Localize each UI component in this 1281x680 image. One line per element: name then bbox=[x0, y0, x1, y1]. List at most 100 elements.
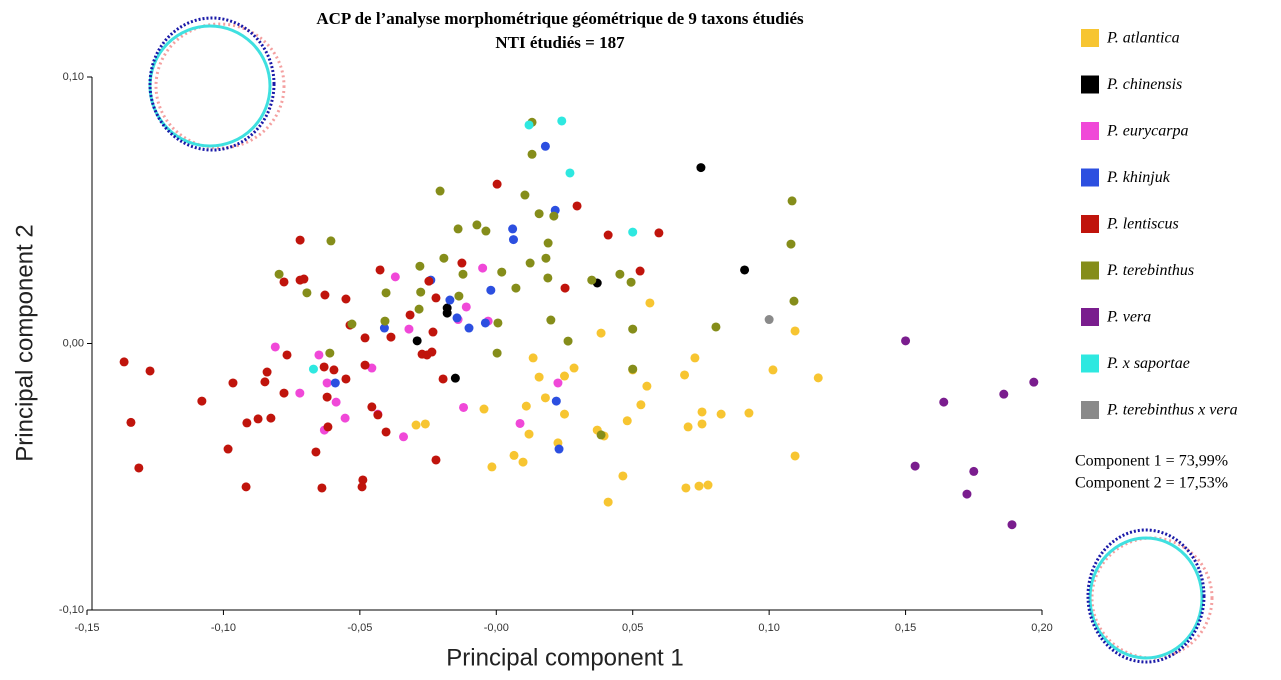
point bbox=[439, 253, 449, 263]
point bbox=[223, 444, 233, 454]
point bbox=[295, 235, 305, 245]
point bbox=[486, 285, 496, 295]
point bbox=[524, 429, 534, 439]
point bbox=[454, 291, 464, 301]
x-tick-label: -0,10 bbox=[211, 622, 236, 634]
point bbox=[711, 322, 721, 332]
x-tick-label: 0,15 bbox=[895, 622, 916, 634]
point bbox=[910, 461, 920, 471]
point bbox=[424, 276, 434, 286]
legend-swatch bbox=[1081, 401, 1099, 419]
point bbox=[308, 364, 318, 374]
point bbox=[478, 263, 488, 273]
point bbox=[696, 163, 706, 173]
point bbox=[323, 422, 333, 432]
point bbox=[427, 347, 437, 357]
point bbox=[518, 457, 528, 467]
point bbox=[330, 378, 340, 388]
point bbox=[464, 323, 474, 333]
point bbox=[390, 272, 400, 282]
point bbox=[541, 253, 551, 263]
point bbox=[525, 258, 535, 268]
point bbox=[572, 201, 582, 211]
y-axis-label: Principal component 2 bbox=[11, 224, 38, 461]
x-tick-label: 0,20 bbox=[1031, 622, 1052, 634]
point bbox=[317, 483, 327, 493]
annotation: Component 2 = 17,53% bbox=[1075, 475, 1228, 492]
point bbox=[515, 418, 525, 428]
point bbox=[329, 365, 339, 375]
point bbox=[553, 378, 563, 388]
point bbox=[262, 367, 272, 377]
point bbox=[145, 366, 155, 376]
legend-label: P. chinensis bbox=[1106, 76, 1182, 93]
point bbox=[790, 451, 800, 461]
point bbox=[358, 475, 368, 485]
point bbox=[492, 348, 502, 358]
point bbox=[554, 444, 564, 454]
point bbox=[322, 378, 332, 388]
point bbox=[253, 414, 263, 424]
y-tick-label: 0,10 bbox=[63, 71, 84, 83]
point bbox=[452, 313, 462, 323]
point bbox=[534, 209, 544, 219]
point bbox=[380, 316, 390, 326]
point bbox=[326, 236, 336, 246]
point bbox=[299, 274, 309, 284]
point bbox=[340, 413, 350, 423]
point bbox=[282, 350, 292, 360]
point bbox=[551, 396, 561, 406]
point bbox=[341, 374, 351, 384]
point bbox=[492, 179, 502, 189]
point bbox=[386, 332, 396, 342]
legend-swatch bbox=[1081, 122, 1099, 140]
point bbox=[690, 353, 700, 363]
point bbox=[453, 224, 463, 234]
point bbox=[266, 413, 276, 423]
y-tick-label: 0,00 bbox=[63, 337, 84, 349]
x-tick-label: -0,15 bbox=[74, 622, 99, 634]
point bbox=[764, 315, 774, 325]
point bbox=[431, 455, 441, 465]
point bbox=[431, 293, 441, 303]
point bbox=[740, 265, 750, 275]
point bbox=[534, 372, 544, 382]
point bbox=[134, 463, 144, 473]
point bbox=[360, 333, 370, 343]
point bbox=[716, 409, 726, 419]
point bbox=[626, 277, 636, 287]
point bbox=[450, 373, 460, 383]
point bbox=[479, 404, 489, 414]
point bbox=[622, 416, 632, 426]
point bbox=[197, 396, 207, 406]
point bbox=[314, 350, 324, 360]
point bbox=[680, 370, 690, 380]
point bbox=[565, 168, 575, 178]
point bbox=[311, 447, 321, 457]
legend-swatch bbox=[1081, 29, 1099, 47]
point bbox=[508, 224, 518, 234]
point bbox=[347, 319, 357, 329]
legend-swatch bbox=[1081, 308, 1099, 326]
point bbox=[654, 228, 664, 238]
point bbox=[560, 283, 570, 293]
outline-decoration bbox=[148, 16, 1214, 664]
point bbox=[381, 288, 391, 298]
point bbox=[420, 419, 430, 429]
point bbox=[242, 418, 252, 428]
point bbox=[549, 211, 559, 221]
point bbox=[497, 267, 507, 277]
point bbox=[587, 275, 597, 285]
point bbox=[560, 371, 569, 381]
point bbox=[375, 265, 385, 275]
point bbox=[412, 336, 422, 346]
legend-label: P. lentiscus bbox=[1106, 216, 1179, 233]
chart-subtitle: NTI étudiés = 187 bbox=[495, 33, 625, 52]
point bbox=[681, 483, 691, 493]
point bbox=[445, 295, 455, 305]
point bbox=[331, 397, 341, 407]
point bbox=[295, 388, 305, 398]
point bbox=[939, 397, 949, 407]
legend-swatch bbox=[1081, 261, 1099, 280]
